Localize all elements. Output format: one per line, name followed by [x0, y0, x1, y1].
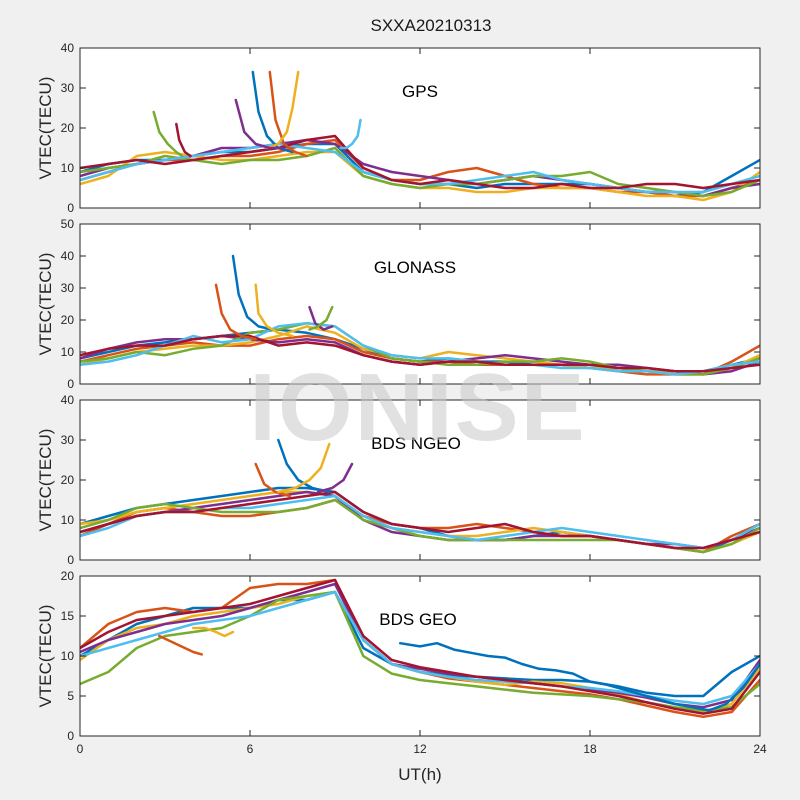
x-axis-label: UT(h) — [398, 765, 441, 784]
y-tick-label: 40 — [61, 41, 75, 55]
y-tick-label: 20 — [61, 313, 75, 327]
y-tick-label: 0 — [67, 201, 74, 215]
y-tick-label: 20 — [61, 473, 75, 487]
panel-bds-ngeo: 0 10 20 30 40 VTEC(TECU) BDS NGEO — [36, 393, 761, 567]
y-axis-label: VTEC(TECU) — [36, 429, 55, 532]
series-line — [192, 626, 235, 638]
series-line — [80, 321, 760, 376]
y-axis-label: VTEC(TECU) — [36, 253, 55, 356]
y-tick-label: 40 — [61, 393, 75, 407]
plot-area — [80, 48, 760, 208]
x-tick-label: 12 — [413, 742, 427, 756]
y-tick-label: 0 — [67, 553, 74, 567]
x-tick-label: 24 — [753, 742, 767, 756]
x-tick-label: 6 — [247, 742, 254, 756]
series-group — [80, 578, 760, 719]
series-line — [265, 70, 300, 150]
series-line — [80, 334, 760, 373]
plot-area — [80, 400, 760, 560]
series-line — [214, 283, 257, 341]
series-line — [254, 283, 294, 338]
y-tick-label: 10 — [61, 649, 75, 663]
y-tick-label: 20 — [61, 121, 75, 135]
series-line — [80, 134, 760, 190]
series-line — [316, 462, 354, 494]
y-axis-label: VTEC(TECU) — [36, 605, 55, 708]
panel-label: GLONASS — [374, 258, 456, 277]
series-line — [277, 438, 331, 494]
series-line — [158, 634, 204, 656]
plot-area — [80, 576, 760, 736]
panel-gps: 0 10 20 30 40 VTEC(TECU) GPS — [36, 41, 761, 215]
panel-bds-geo: 0 5 10 15 20 0 6 12 18 24 VTEC(TECU) BDS GEO — [36, 569, 767, 756]
y-tick-label: 10 — [61, 345, 75, 359]
y-tick-label: 30 — [61, 81, 75, 95]
series-line — [277, 442, 331, 494]
panel-label: BDS GEO — [379, 610, 456, 629]
panel-label: BDS NGEO — [371, 434, 461, 453]
y-axis-label: VTEC(TECU) — [36, 77, 55, 180]
y-tick-label: 0 — [67, 729, 74, 743]
series-line — [80, 578, 760, 715]
series-line — [398, 641, 760, 712]
y-tick-label: 30 — [61, 281, 75, 295]
series-line — [268, 70, 308, 158]
series-line — [80, 582, 760, 709]
y-tick-label: 10 — [61, 513, 75, 527]
series-line — [251, 70, 294, 154]
x-tick-label: 18 — [583, 742, 597, 756]
series-line — [308, 305, 334, 331]
y-tick-label: 10 — [61, 161, 75, 175]
panel-label: GPS — [402, 82, 438, 101]
series-group — [80, 438, 760, 554]
series-line — [234, 98, 286, 150]
figure-title: SXXA20210313 — [371, 16, 492, 35]
y-tick-label: 40 — [61, 249, 75, 263]
series-group — [80, 254, 760, 376]
x-tick-label: 0 — [77, 742, 84, 756]
y-tick-label: 20 — [61, 569, 75, 583]
y-tick-label: 15 — [61, 609, 75, 623]
series-line — [339, 118, 362, 150]
y-tick-label: 5 — [67, 689, 74, 703]
series-line — [231, 254, 274, 331]
series-line — [152, 110, 184, 158]
watermark: IONISE — [249, 354, 586, 461]
series-line — [175, 122, 192, 158]
y-tick-label: 30 — [61, 433, 75, 447]
y-tick-label: 0 — [67, 377, 74, 391]
y-tick-label: 50 — [61, 217, 75, 231]
panel-glonass: 0 10 20 30 40 50 VTEC(TECU) GLONASS — [36, 217, 761, 391]
series-line — [254, 462, 291, 498]
series-group — [80, 70, 760, 202]
series-line — [80, 490, 760, 550]
